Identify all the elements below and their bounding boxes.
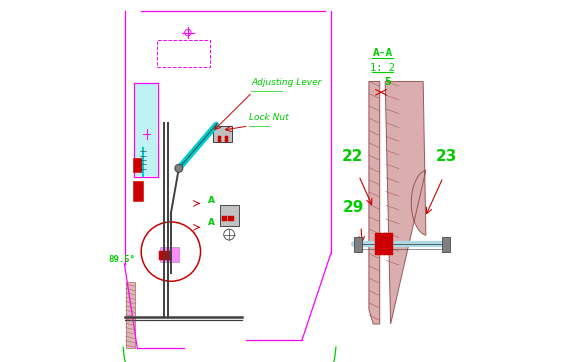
Text: A: A	[208, 197, 215, 206]
Bar	[165, 251, 171, 260]
Circle shape	[175, 164, 183, 172]
Bar	[384, 233, 389, 255]
Text: 23: 23	[436, 149, 457, 164]
Bar	[133, 181, 143, 201]
Bar	[160, 247, 179, 262]
Bar	[228, 216, 234, 221]
Bar	[133, 158, 143, 172]
Polygon shape	[369, 81, 380, 324]
Bar	[135, 84, 157, 176]
Polygon shape	[385, 81, 426, 324]
Bar	[442, 237, 450, 252]
Text: 89.5°: 89.5°	[108, 256, 135, 265]
Text: A-A: A-A	[372, 48, 393, 58]
Bar	[389, 233, 393, 255]
Text: 5: 5	[385, 77, 391, 87]
Bar	[381, 233, 385, 255]
Text: 22: 22	[342, 149, 363, 164]
Text: 29: 29	[343, 200, 364, 215]
Bar	[134, 83, 158, 177]
Bar	[354, 237, 362, 252]
Text: A: A	[208, 218, 215, 227]
Bar	[126, 282, 135, 348]
Bar	[157, 40, 210, 67]
Text: 1: 2: 1: 2	[370, 63, 395, 73]
Bar	[376, 233, 380, 255]
Text: Adjusting Lever: Adjusting Lever	[251, 78, 321, 87]
Bar	[159, 251, 165, 260]
Bar	[220, 205, 239, 226]
Bar	[213, 126, 232, 142]
Bar	[222, 216, 227, 221]
Text: Lock Nut: Lock Nut	[249, 113, 288, 122]
